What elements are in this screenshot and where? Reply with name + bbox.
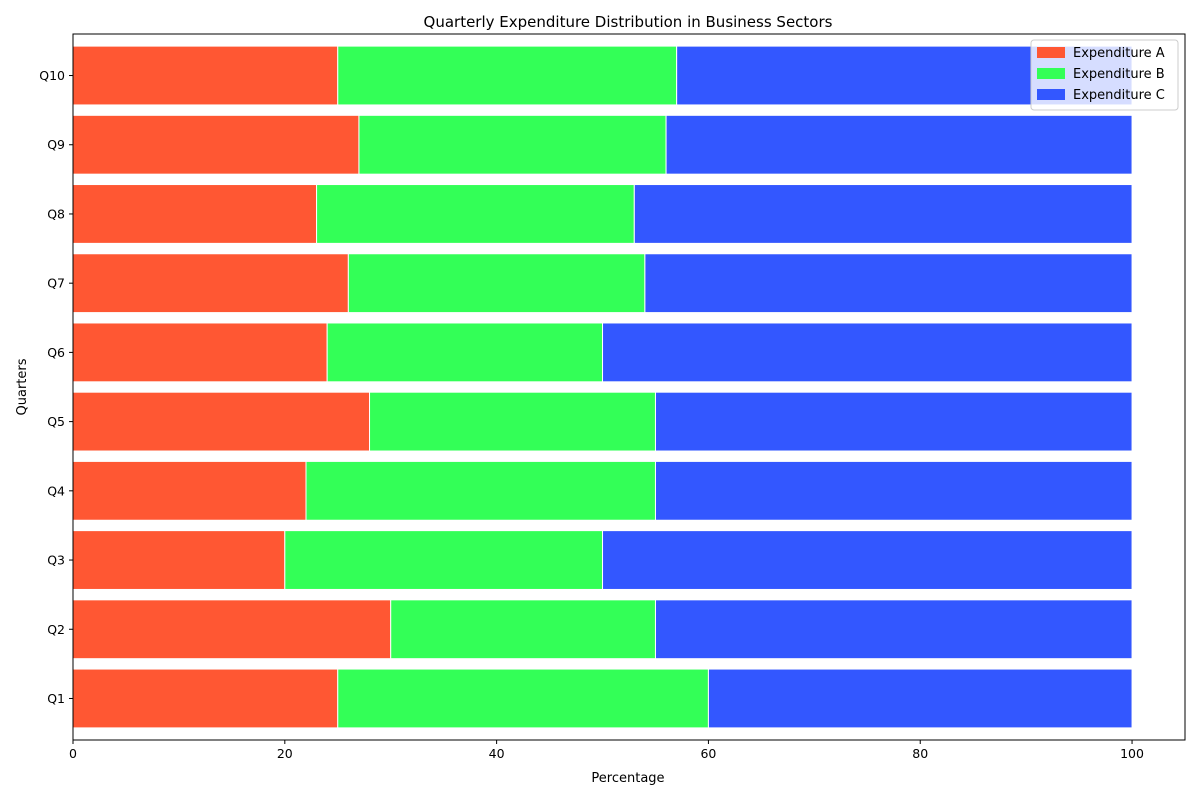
bar-q10-series-1 bbox=[72, 45, 339, 106]
y-tick-label: Q1 bbox=[47, 691, 65, 706]
y-tick-label: Q6 bbox=[47, 345, 65, 360]
y-tick-label: Q4 bbox=[47, 483, 65, 498]
y-tick-label: Q9 bbox=[47, 137, 65, 152]
bar-q4-series-3 bbox=[654, 460, 1133, 521]
legend-items: Expenditure A Expenditure B Expenditure C bbox=[1037, 46, 1165, 103]
bar-q3-series-2 bbox=[284, 530, 604, 590]
bar-q2-series-1 bbox=[72, 599, 392, 660]
bar-q8-series-3 bbox=[633, 184, 1133, 244]
plot-area: 0 20 40 60 80 100 Q1 Q2 Q3 Q4 Q5 Q6 Q7 Q8 Q9 Q10 bbox=[39, 33, 1186, 761]
chart-title: Quarterly Expenditure Distribution in Bu… bbox=[424, 13, 833, 31]
legend-swatch-series-1 bbox=[1037, 47, 1065, 58]
bar-q9-series-1 bbox=[72, 114, 360, 175]
bar-q2-series-2 bbox=[390, 599, 656, 660]
legend-label-series-1: Expenditure A bbox=[1073, 46, 1165, 61]
bar-q1-series-2 bbox=[337, 668, 709, 729]
legend-swatch-series-3 bbox=[1037, 89, 1065, 100]
legend-swatch-series-2 bbox=[1037, 68, 1065, 79]
bar-q7-series-2 bbox=[347, 253, 646, 314]
y-axis-ticks: Q1 Q2 Q3 Q4 Q5 Q6 Q7 Q8 Q9 Q10 bbox=[39, 68, 73, 706]
x-axis-label: Percentage bbox=[591, 771, 664, 786]
x-tick-label: 20 bbox=[277, 746, 293, 761]
y-tick-label: Q3 bbox=[47, 553, 65, 568]
bar-q7-series-1 bbox=[72, 253, 349, 314]
y-tick-label: Q7 bbox=[47, 276, 65, 291]
bar-q2-series-3 bbox=[654, 599, 1133, 660]
bar-q4-series-2 bbox=[305, 460, 656, 521]
x-tick-label: 0 bbox=[69, 746, 77, 761]
bar-q9-series-2 bbox=[358, 114, 667, 175]
legend-frame bbox=[1030, 39, 1179, 111]
bar-q8-series-2 bbox=[316, 184, 635, 244]
y-axis-label: Quarters bbox=[15, 358, 30, 415]
y-tick-label: Q2 bbox=[47, 622, 65, 637]
plot-frame bbox=[72, 33, 1186, 741]
bar-q5-series-2 bbox=[369, 391, 656, 452]
x-tick-label: 40 bbox=[489, 746, 505, 761]
legend-label-series-2: Expenditure B bbox=[1073, 67, 1165, 82]
bar-q10-series-2 bbox=[337, 45, 678, 106]
bars bbox=[72, 45, 1133, 729]
bar-q7-series-3 bbox=[644, 253, 1133, 314]
y-tick-label: Q5 bbox=[47, 414, 65, 429]
y-tick-label: Q10 bbox=[39, 68, 65, 83]
legend: Expenditure A Expenditure B Expenditure C bbox=[1030, 39, 1179, 111]
x-tick-label: 100 bbox=[1120, 746, 1144, 761]
bar-q5-series-3 bbox=[654, 391, 1133, 452]
bar-q9-series-3 bbox=[665, 114, 1133, 175]
bar-q6-series-3 bbox=[602, 322, 1133, 383]
bar-q6-series-1 bbox=[72, 322, 328, 383]
x-axis-ticks: 0 20 40 60 80 100 bbox=[69, 740, 1144, 761]
x-tick-label: 60 bbox=[700, 746, 716, 761]
bar-q3-series-1 bbox=[72, 530, 286, 590]
bar-q1-series-3 bbox=[707, 668, 1133, 729]
bar-q4-series-1 bbox=[72, 460, 307, 521]
legend-label-series-3: Expenditure C bbox=[1073, 88, 1165, 103]
x-tick-label: 80 bbox=[912, 746, 928, 761]
bar-q6-series-2 bbox=[326, 322, 604, 383]
y-tick-label: Q8 bbox=[47, 206, 65, 221]
bar-q1-series-1 bbox=[72, 668, 339, 729]
bar-q3-series-3 bbox=[602, 530, 1133, 590]
bar-q8-series-1 bbox=[72, 184, 318, 244]
bar-q5-series-1 bbox=[72, 391, 371, 452]
